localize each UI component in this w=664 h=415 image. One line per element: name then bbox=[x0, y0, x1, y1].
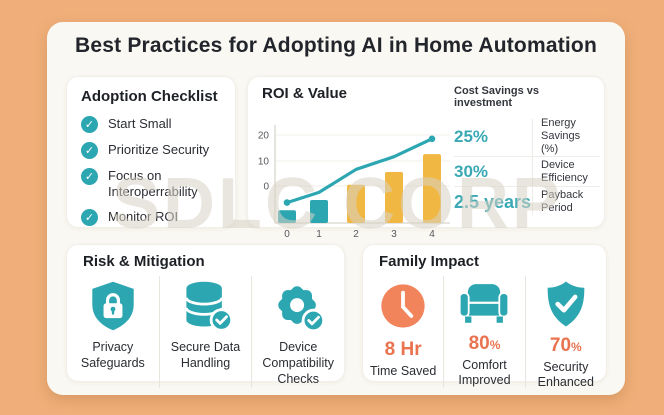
stat-label: Payback Period bbox=[541, 189, 584, 214]
stat-value: 30% bbox=[454, 161, 489, 181]
stats-grid: 25% Energy Savings (%) 30% Device Effici… bbox=[454, 117, 600, 217]
check-icon: ✓ bbox=[81, 209, 98, 226]
checklist-item-label: Prioritize Security bbox=[108, 142, 210, 157]
cost-savings-header: Cost Savings vs investment bbox=[454, 85, 539, 109]
svg-text:10: 10 bbox=[258, 157, 270, 168]
risk-columns: Privacy Safeguards Secure Data Handling bbox=[67, 276, 344, 388]
roi-title: ROI & Value bbox=[262, 85, 348, 102]
family-item: 70% Security Enhanced bbox=[524, 276, 606, 389]
risk-item-label: Device Compatibility Checks bbox=[262, 340, 334, 386]
database-check-icon bbox=[178, 278, 234, 334]
risk-item-label: Secure Data Handling bbox=[170, 340, 241, 370]
svg-text:3: 3 bbox=[391, 229, 397, 240]
stats-divider bbox=[532, 119, 533, 215]
family-stat-label: Time Saved bbox=[370, 364, 437, 378]
risk-mitigation-panel: Risk & Mitigation Privacy Safeguards bbox=[66, 244, 345, 388]
stat-label: Energy Savings (%) bbox=[541, 117, 581, 155]
list-item: ✓ Prioritize Security bbox=[81, 142, 221, 159]
sofa-icon bbox=[457, 278, 511, 328]
check-icon: ✓ bbox=[81, 142, 98, 159]
risk-item: Device Compatibility Checks bbox=[251, 276, 344, 388]
check-icon: ✓ bbox=[81, 116, 98, 133]
checklist-item-label: Focus on Interoperrability bbox=[108, 168, 198, 199]
svg-text:2: 2 bbox=[353, 229, 359, 240]
stat-row: 2.5 years Payback Period bbox=[454, 187, 600, 217]
risk-title: Risk & Mitigation bbox=[83, 253, 205, 270]
family-stat-label: Security Enhanced bbox=[537, 360, 594, 389]
checklist-title: Adoption Checklist bbox=[81, 88, 218, 105]
checklist-items: ✓ Start Small ✓ Prioritize Security ✓ Fo… bbox=[81, 116, 221, 226]
page-title: Best Practices for Adopting AI in Home A… bbox=[74, 34, 597, 57]
clock-icon bbox=[378, 278, 428, 334]
gear-check-icon bbox=[270, 278, 326, 334]
stat-label: Device Efficiency bbox=[541, 158, 588, 184]
list-item: ✓ Focus on Interoperrability bbox=[81, 168, 221, 200]
lock-shield-icon bbox=[86, 278, 140, 334]
stat-row: 30% Device Efficiency bbox=[454, 157, 600, 187]
list-item: ✓ Start Small bbox=[81, 116, 221, 133]
family-stat-label: Comfort Improved bbox=[458, 358, 511, 387]
stat-value: 2.5 years bbox=[454, 191, 532, 212]
family-stat-value: 8 Hr bbox=[384, 339, 422, 360]
family-item: 8 Hr Time Saved bbox=[363, 276, 443, 388]
family-stat-value: 70% bbox=[549, 335, 582, 356]
stat-value: 25% bbox=[454, 126, 489, 146]
roi-chart-container: 0 10 20 0 1 2 3 4 bbox=[254, 97, 459, 248]
svg-text:0: 0 bbox=[284, 229, 290, 240]
family-title: Family Impact bbox=[379, 253, 480, 270]
risk-item: Secure Data Handling bbox=[158, 276, 252, 388]
svg-text:20: 20 bbox=[258, 131, 270, 142]
family-item: 80% Comfort Improved bbox=[443, 276, 524, 388]
family-impact-panel: Family Impact 8 Hr Time Saved bbox=[362, 244, 607, 389]
cost-savings-block: Cost Savings vs investment 25% Energy Sa… bbox=[454, 85, 600, 217]
family-columns: 8 Hr Time Saved 80% Comfort Imp bbox=[363, 276, 606, 389]
risk-item: Privacy Safeguards bbox=[67, 276, 159, 388]
roi-value-panel: ROI & Value 0 10 20 0 1 2 3 4 Cost Savings vs i… bbox=[247, 76, 605, 240]
checklist-item-label: Start Small bbox=[108, 116, 172, 131]
svg-text:4: 4 bbox=[429, 229, 435, 240]
check-icon: ✓ bbox=[81, 168, 98, 185]
stat-row: 25% Energy Savings (%) bbox=[454, 117, 600, 157]
risk-item-label: Privacy Safeguards bbox=[80, 340, 145, 370]
roi-chart: 0 10 20 0 1 2 3 4 bbox=[258, 125, 450, 240]
checklist-item-label: Monitor ROI bbox=[108, 209, 179, 224]
adoption-checklist-panel: Adoption Checklist ✓ Start Small ✓ Prior… bbox=[66, 76, 236, 228]
family-stat-value: 80% bbox=[468, 333, 501, 354]
list-item: ✓ Monitor ROI bbox=[81, 209, 221, 226]
shield-check-icon bbox=[541, 278, 591, 330]
svg-text:0: 0 bbox=[263, 182, 269, 193]
svg-text:1: 1 bbox=[316, 229, 322, 240]
